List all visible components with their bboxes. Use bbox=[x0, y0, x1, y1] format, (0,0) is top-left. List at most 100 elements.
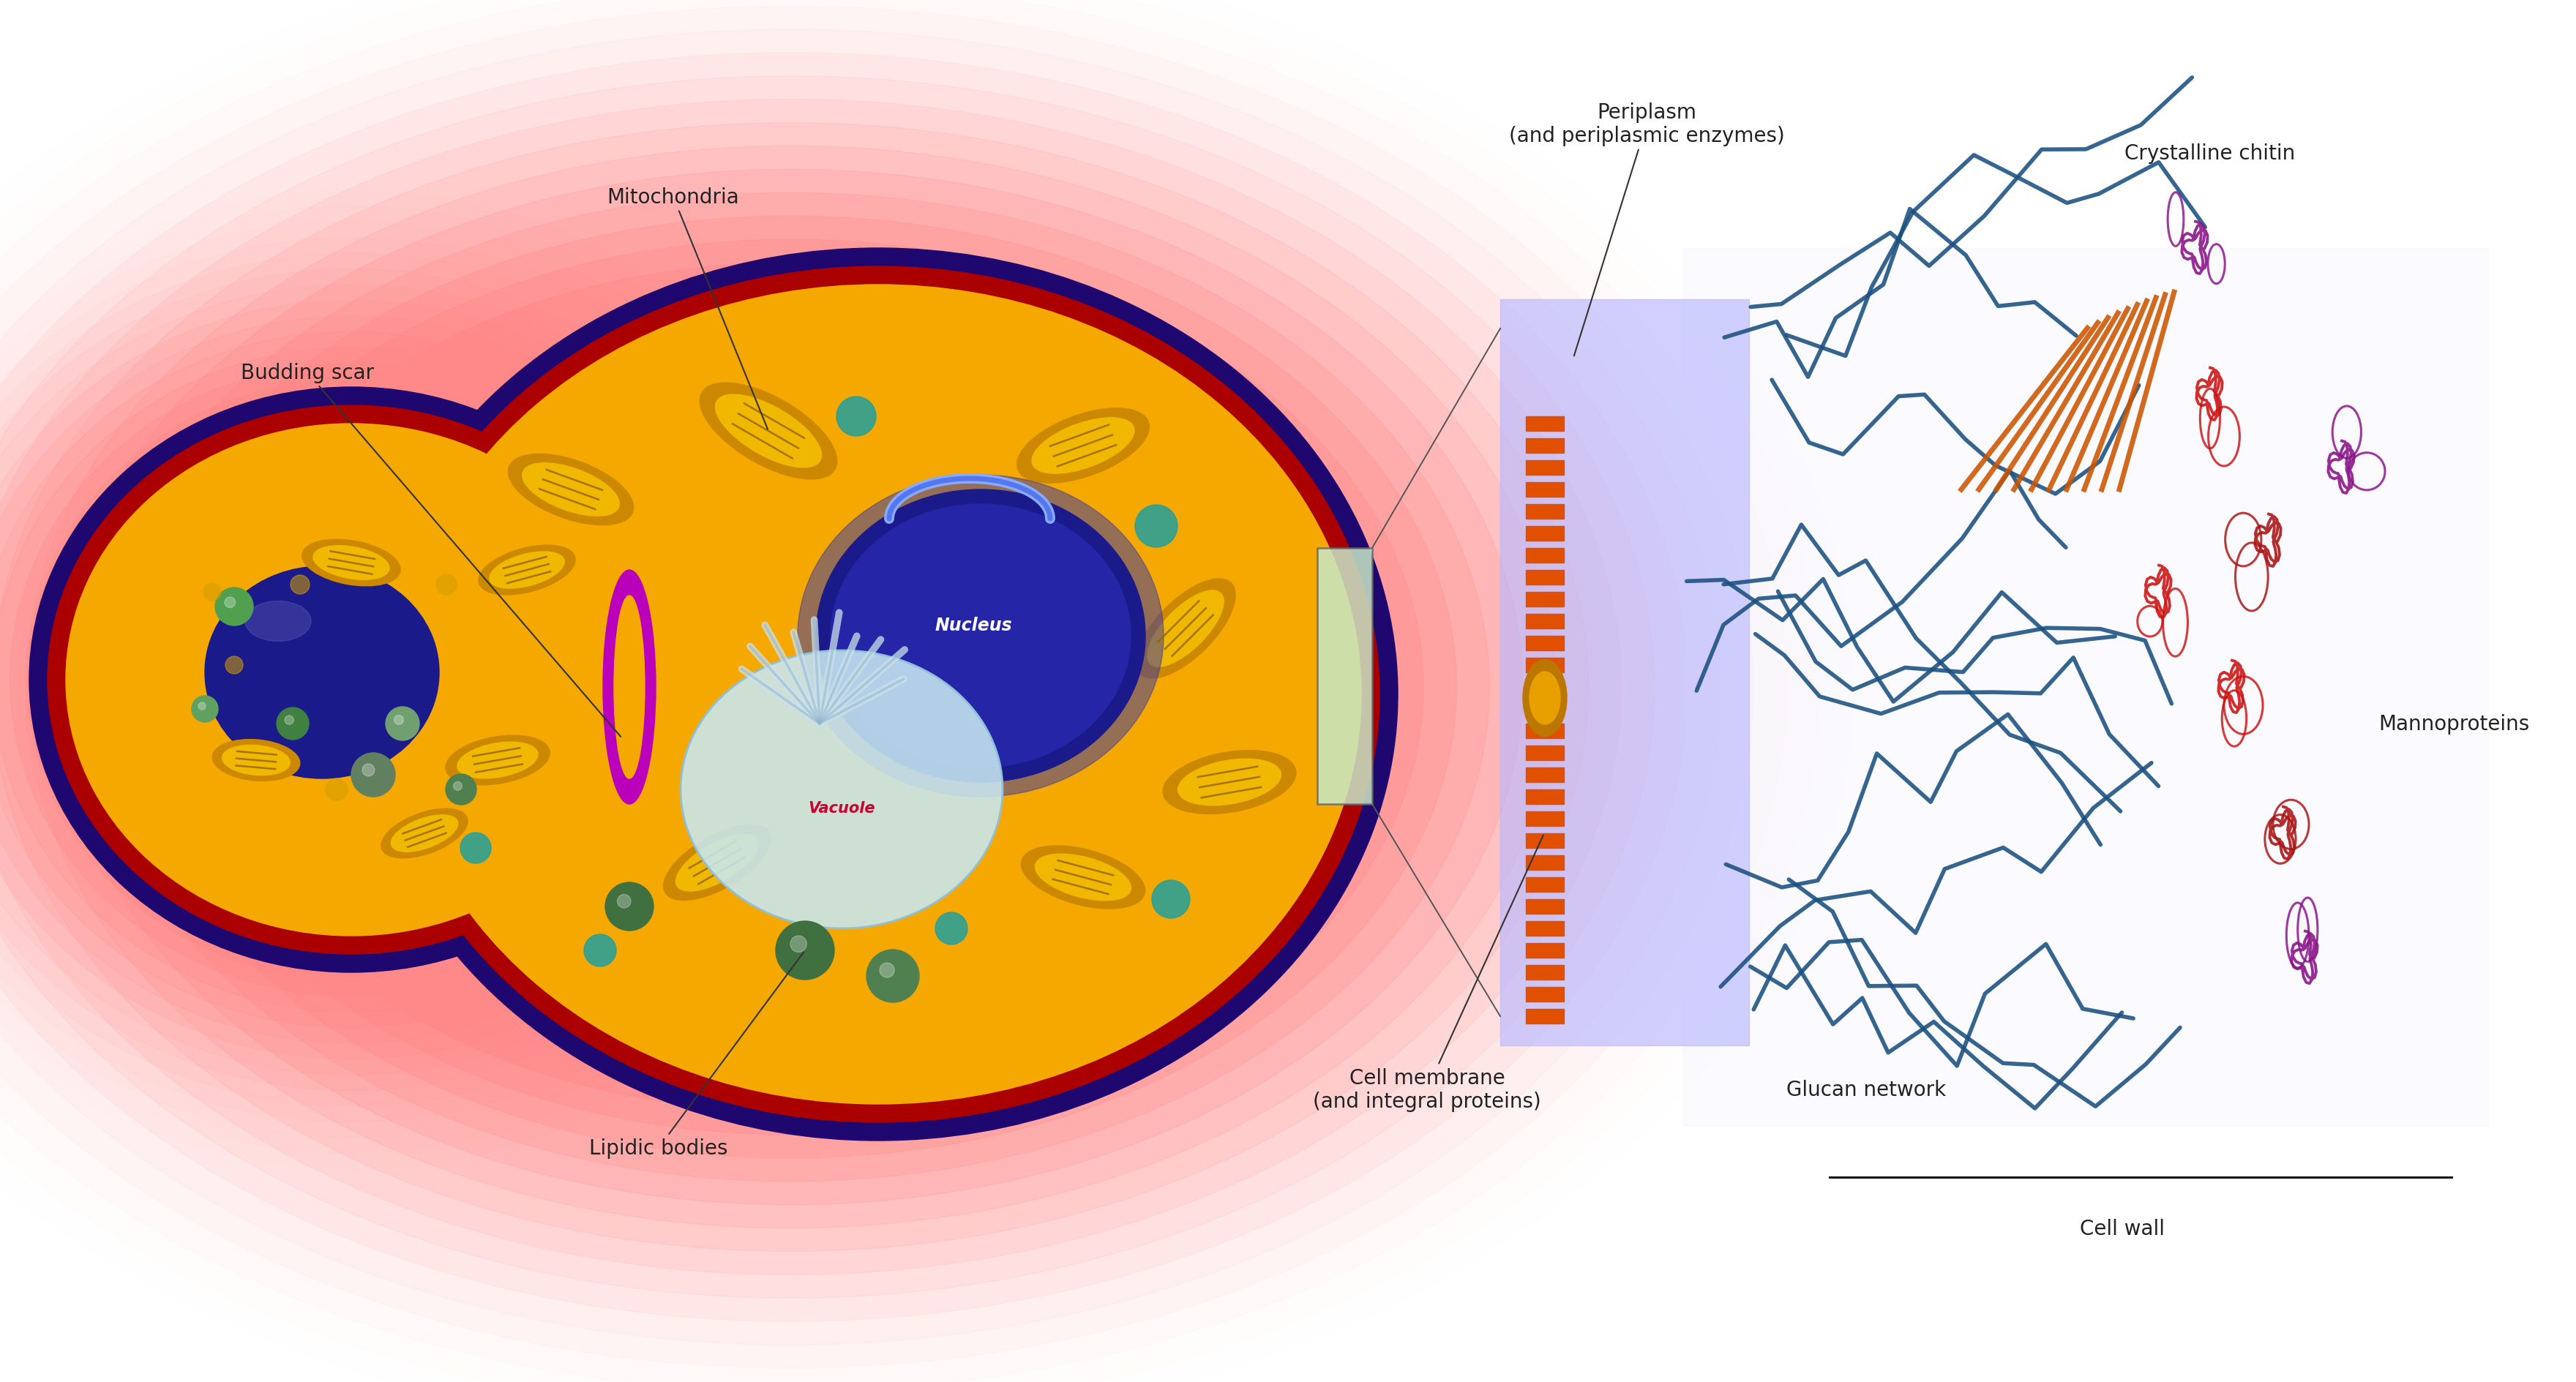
Bar bbox=[1525, 724, 1564, 738]
Bar bbox=[1525, 833, 1564, 849]
Ellipse shape bbox=[446, 735, 549, 785]
Circle shape bbox=[866, 949, 920, 1002]
Circle shape bbox=[286, 716, 294, 726]
Ellipse shape bbox=[1530, 672, 1561, 724]
Ellipse shape bbox=[489, 551, 564, 589]
Ellipse shape bbox=[0, 316, 742, 1043]
Ellipse shape bbox=[1136, 579, 1236, 679]
Ellipse shape bbox=[1036, 854, 1131, 901]
Text: Crystalline chitin: Crystalline chitin bbox=[2125, 144, 2295, 164]
Bar bbox=[1525, 900, 1564, 914]
Circle shape bbox=[935, 912, 969, 945]
Bar bbox=[1525, 878, 1564, 893]
Ellipse shape bbox=[46, 406, 654, 954]
Ellipse shape bbox=[523, 463, 618, 517]
Text: Mitochondria: Mitochondria bbox=[608, 187, 768, 430]
Circle shape bbox=[605, 883, 654, 931]
Circle shape bbox=[224, 597, 234, 608]
Text: Budding scar: Budding scar bbox=[240, 362, 621, 737]
Ellipse shape bbox=[124, 217, 1455, 1158]
Bar bbox=[1525, 768, 1564, 782]
Text: Lipidic bodies: Lipidic bodies bbox=[590, 952, 804, 1158]
Ellipse shape bbox=[1177, 759, 1280, 806]
Circle shape bbox=[775, 922, 835, 980]
Ellipse shape bbox=[1018, 409, 1149, 484]
Circle shape bbox=[227, 656, 242, 674]
Ellipse shape bbox=[44, 395, 659, 965]
Bar bbox=[1525, 460, 1564, 475]
Circle shape bbox=[198, 702, 206, 710]
Text: Vacuole: Vacuole bbox=[809, 800, 876, 815]
Ellipse shape bbox=[358, 249, 1399, 1140]
Bar bbox=[1525, 789, 1564, 804]
Circle shape bbox=[291, 575, 309, 594]
Text: Periplasm
(and periplasmic enzymes): Periplasm (and periplasmic enzymes) bbox=[1510, 102, 1785, 357]
Bar bbox=[1525, 504, 1564, 520]
Circle shape bbox=[204, 583, 222, 601]
Ellipse shape bbox=[392, 815, 459, 851]
Circle shape bbox=[446, 774, 477, 806]
Bar bbox=[1525, 746, 1564, 760]
Bar bbox=[1525, 527, 1564, 542]
Bar bbox=[1525, 987, 1564, 1002]
Bar bbox=[1525, 944, 1564, 958]
Bar bbox=[1525, 636, 1564, 651]
Bar bbox=[1525, 417, 1564, 431]
Bar bbox=[1525, 571, 1564, 585]
Ellipse shape bbox=[0, 301, 760, 1060]
Circle shape bbox=[191, 697, 219, 723]
Ellipse shape bbox=[28, 387, 672, 973]
Bar bbox=[1525, 482, 1564, 498]
Ellipse shape bbox=[817, 489, 1146, 782]
Circle shape bbox=[453, 782, 461, 791]
Ellipse shape bbox=[10, 363, 693, 996]
Bar bbox=[1525, 549, 1564, 562]
Circle shape bbox=[386, 708, 420, 741]
Text: Cell membrane
(and integral proteins): Cell membrane (and integral proteins) bbox=[1314, 836, 1543, 1111]
Ellipse shape bbox=[0, 54, 1687, 1321]
Ellipse shape bbox=[314, 546, 389, 580]
Ellipse shape bbox=[0, 76, 1654, 1298]
Bar bbox=[1525, 965, 1564, 980]
FancyBboxPatch shape bbox=[1316, 549, 1373, 804]
Circle shape bbox=[350, 753, 394, 797]
Bar bbox=[1525, 811, 1564, 826]
Ellipse shape bbox=[507, 455, 634, 525]
Ellipse shape bbox=[1146, 590, 1224, 668]
Ellipse shape bbox=[0, 269, 793, 1090]
Circle shape bbox=[1151, 880, 1190, 919]
Text: Glucan network: Glucan network bbox=[1785, 1079, 1945, 1100]
Bar bbox=[1525, 1009, 1564, 1024]
Circle shape bbox=[216, 587, 252, 626]
Ellipse shape bbox=[394, 285, 1360, 1104]
Circle shape bbox=[435, 575, 456, 596]
Ellipse shape bbox=[680, 651, 1002, 929]
Ellipse shape bbox=[1020, 846, 1144, 909]
Circle shape bbox=[791, 936, 806, 952]
Ellipse shape bbox=[206, 567, 438, 778]
Circle shape bbox=[276, 708, 309, 739]
Ellipse shape bbox=[479, 546, 574, 596]
Circle shape bbox=[878, 963, 894, 977]
Ellipse shape bbox=[459, 742, 538, 778]
Ellipse shape bbox=[1162, 750, 1296, 814]
Ellipse shape bbox=[799, 475, 1164, 797]
Bar bbox=[1682, 249, 2488, 1126]
Ellipse shape bbox=[0, 348, 708, 1012]
Bar bbox=[1525, 614, 1564, 629]
Bar bbox=[1525, 438, 1564, 453]
Ellipse shape bbox=[26, 379, 675, 981]
Bar bbox=[1525, 922, 1564, 936]
Text: Cell wall: Cell wall bbox=[2079, 1218, 2164, 1238]
Ellipse shape bbox=[0, 100, 1620, 1274]
Ellipse shape bbox=[59, 170, 1522, 1205]
Bar bbox=[1525, 702, 1564, 717]
Ellipse shape bbox=[211, 739, 299, 781]
Circle shape bbox=[394, 716, 404, 726]
Ellipse shape bbox=[701, 383, 837, 480]
Ellipse shape bbox=[603, 571, 657, 804]
Ellipse shape bbox=[301, 540, 399, 586]
Ellipse shape bbox=[1033, 419, 1133, 474]
Circle shape bbox=[363, 764, 374, 777]
Circle shape bbox=[1136, 506, 1177, 547]
